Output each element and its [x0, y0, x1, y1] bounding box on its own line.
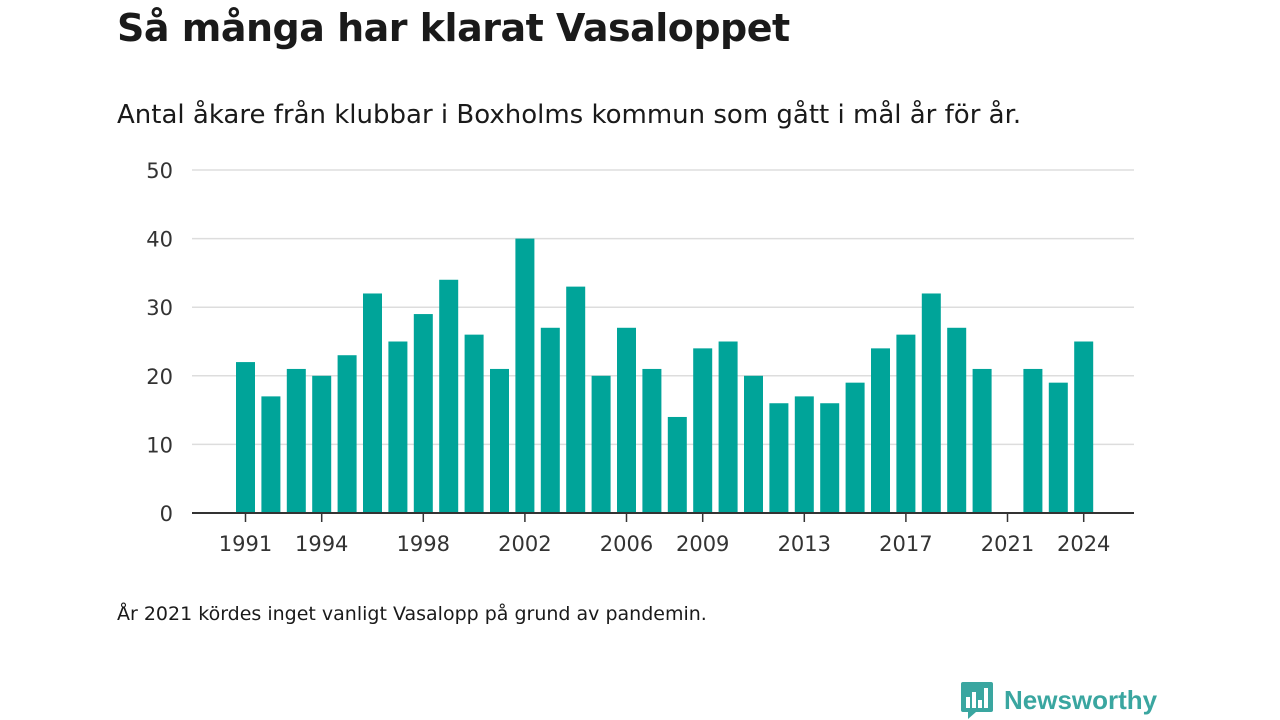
- bar-chart: 0 10 20 30 40 50 1991 1994 1998 2002 2006 2009 2013 2…: [146, 159, 1134, 556]
- bar-2011: [744, 375, 763, 513]
- x-tick-label: 1991: [219, 532, 272, 556]
- bar-1993: [286, 368, 306, 513]
- bar-2016: [871, 348, 890, 513]
- bar-2014: [820, 403, 840, 513]
- bar-1998: [413, 314, 433, 513]
- y-tick-label: 50: [146, 159, 173, 183]
- bar-2004: [566, 286, 586, 513]
- x-tick-label: 2024: [1057, 532, 1110, 556]
- bar-1999: [439, 279, 459, 513]
- bar-2017: [896, 334, 916, 513]
- bar-2018: [921, 293, 941, 513]
- bar-1992: [261, 396, 281, 513]
- x-tick-label: 1994: [295, 532, 348, 556]
- bar-1997: [388, 341, 408, 513]
- bar-2001: [490, 368, 509, 513]
- bar-2000: [464, 334, 484, 513]
- bar-2022: [1023, 368, 1043, 513]
- bar-2013: [794, 396, 814, 513]
- bar-2007: [642, 368, 662, 513]
- x-tick-label: 1998: [397, 532, 450, 556]
- bar-1996: [363, 293, 382, 513]
- y-tick-label: 30: [146, 296, 173, 320]
- bar-2010: [718, 341, 738, 513]
- bar-2012: [769, 403, 789, 513]
- bar-2023: [1048, 382, 1068, 513]
- x-tick-label: 2013: [778, 532, 831, 556]
- chart-note: År 2021 kördes inget vanligt Vasalopp på…: [117, 603, 707, 625]
- bar-2002: [515, 238, 535, 513]
- x-tick-label: 2021: [981, 532, 1034, 556]
- y-tick-label: 40: [146, 228, 173, 252]
- x-tick-label: 2006: [600, 532, 653, 556]
- x-tick-label: 2009: [676, 532, 729, 556]
- y-tick-label: 10: [146, 433, 173, 457]
- bar-2006: [617, 327, 636, 513]
- newsworthy-logo: Newsworthy: [960, 680, 1157, 720]
- bar-2024: [1074, 341, 1094, 513]
- bar-2003: [540, 327, 560, 513]
- chart-subtitle: Antal åkare från klubbar i Boxholms komm…: [117, 100, 1022, 130]
- bar-1995: [337, 355, 357, 513]
- bar-2008: [667, 416, 687, 513]
- brand-name: Newsworthy: [1004, 684, 1158, 715]
- bar-1994: [312, 375, 332, 513]
- y-tick-label: 0: [160, 502, 173, 526]
- bar-1991: [236, 362, 255, 513]
- chart-title: Så många har klarat Vasaloppet: [117, 6, 790, 50]
- bar-2009: [693, 348, 713, 513]
- bar-2005: [591, 375, 611, 513]
- bar-chart-bubble-icon: [961, 682, 993, 719]
- bar-2019: [947, 327, 967, 513]
- bar-2020: [972, 368, 992, 513]
- x-tick-label: 2002: [498, 532, 551, 556]
- x-tick-label: 2017: [879, 532, 932, 556]
- y-tick-label: 20: [146, 365, 173, 389]
- bar-2015: [845, 382, 865, 513]
